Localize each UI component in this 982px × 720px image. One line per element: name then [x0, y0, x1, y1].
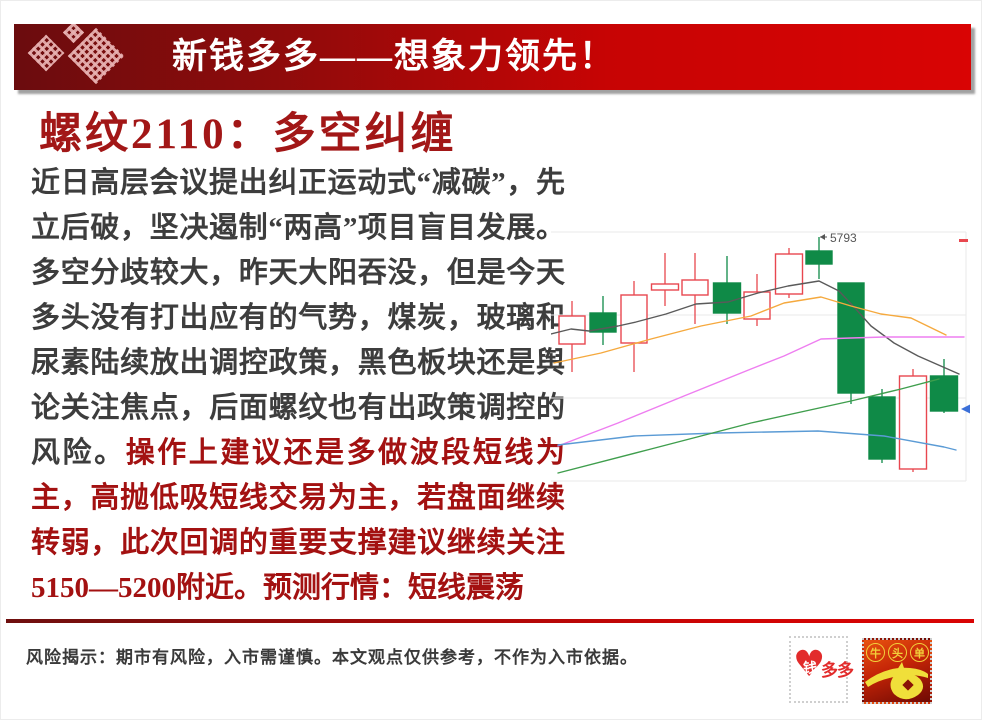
niutoudan-stamp-logo: 牛 头 单: [862, 638, 932, 704]
candlestick-chart: 5793: [550, 219, 981, 491]
analysis-text-red: 操作上建议还是多做波段短线为主，高抛低吸短线交易为主，若盘面继续转弱，此次回调的…: [31, 437, 565, 604]
analysis-paragraph: 近日高层会议提出纠正运动式“减碳”，先立后破，坚决遏制“两高”项目盲目发展。多空…: [31, 161, 565, 611]
analysis-text-black: 近日高层会议提出纠正运动式“减碳”，先立后破，坚决遏制“两高”项目盲目发展。多空…: [31, 167, 565, 469]
stamp-money-suffix: 多多: [821, 661, 854, 680]
bull-head-icon: [865, 662, 928, 700]
logo-diamond-icon: [62, 24, 85, 44]
heart-icon: ♥ 钱: [793, 644, 826, 685]
heart-character: 钱: [803, 662, 817, 677]
bull-char-circle: 头: [888, 643, 907, 662]
high-price-label: 5793: [830, 231, 857, 245]
page-title: 螺纹2110：多空纠缠: [39, 111, 457, 158]
brand-logo-icon: [14, 24, 134, 90]
qianduoduo-stamp-logo: ♥ 钱 多多: [789, 636, 854, 703]
bull-stamp-title: 牛 头 单: [866, 643, 929, 662]
brand-slogan: 新钱多多——想象力领先！: [172, 37, 617, 76]
brand-banner: 新钱多多——想象力领先！: [14, 24, 971, 90]
logo-diamond-icon: [27, 34, 65, 72]
bull-char-circle: 单: [910, 643, 929, 662]
footer-divider: [6, 619, 974, 623]
bull-char-circle: 牛: [866, 643, 885, 662]
risk-disclaimer: 风险揭示：期市有风险，入市需谨慎。本文观点仅供参考，不作为入市依据。: [26, 648, 638, 667]
chart-svg: 5793: [550, 231, 970, 482]
